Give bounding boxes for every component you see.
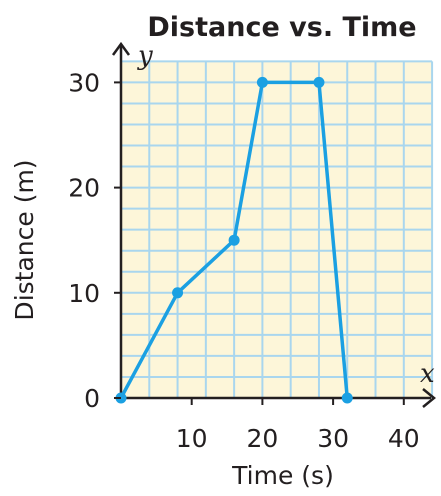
x-axis-arrow [422, 388, 436, 408]
y-tick-label: 0 [84, 384, 100, 413]
y-axis-title: Distance (m) [10, 159, 39, 320]
data-point [256, 76, 268, 88]
y-tick-label: 30 [68, 68, 100, 97]
data-points [115, 76, 353, 404]
x-tick-label: 20 [246, 424, 278, 453]
data-point [313, 76, 325, 88]
y-axis-letter: y [137, 41, 153, 71]
data-point [172, 287, 184, 299]
x-axis-letter: x [420, 359, 435, 389]
x-tick-label: 30 [317, 424, 349, 453]
y-tick-label: 20 [68, 174, 100, 203]
y-axis-arrow [111, 41, 131, 56]
x-tick-label: 40 [388, 424, 420, 453]
tick-labels: 10 20 30 40 0 10 20 30 [68, 68, 420, 453]
x-tick-label: 10 [176, 424, 208, 453]
series-polyline [119, 80, 349, 399]
axes [111, 41, 436, 408]
chart-title: Distance vs. Time [147, 12, 416, 43]
grid-lines [121, 60, 434, 398]
y-tick-label: 10 [68, 279, 100, 308]
x-axis-title: Time (s) [231, 461, 334, 490]
data-point [228, 234, 240, 246]
data-point [341, 392, 353, 404]
series-line [119, 80, 349, 399]
